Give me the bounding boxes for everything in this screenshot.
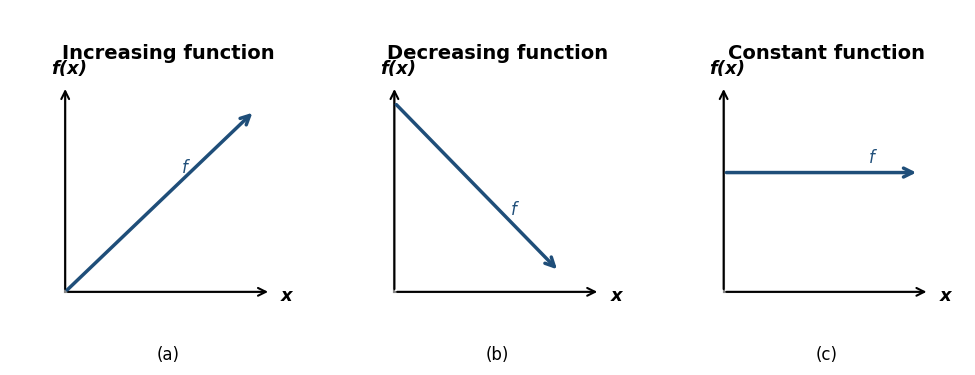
- Title: Increasing function: Increasing function: [61, 44, 274, 63]
- Text: (b): (b): [486, 346, 509, 364]
- Text: x: x: [281, 287, 292, 305]
- Text: f: f: [869, 149, 875, 167]
- Text: x: x: [940, 287, 952, 305]
- Text: f(x): f(x): [709, 60, 745, 78]
- Text: x: x: [610, 287, 622, 305]
- Text: (c): (c): [815, 346, 838, 364]
- Title: Decreasing function: Decreasing function: [387, 44, 607, 63]
- Text: (a): (a): [157, 346, 179, 364]
- Title: Constant function: Constant function: [728, 44, 925, 63]
- Text: f(x): f(x): [51, 60, 87, 78]
- Text: f: f: [181, 159, 187, 177]
- Text: f: f: [511, 201, 517, 219]
- Text: f(x): f(x): [380, 60, 416, 78]
